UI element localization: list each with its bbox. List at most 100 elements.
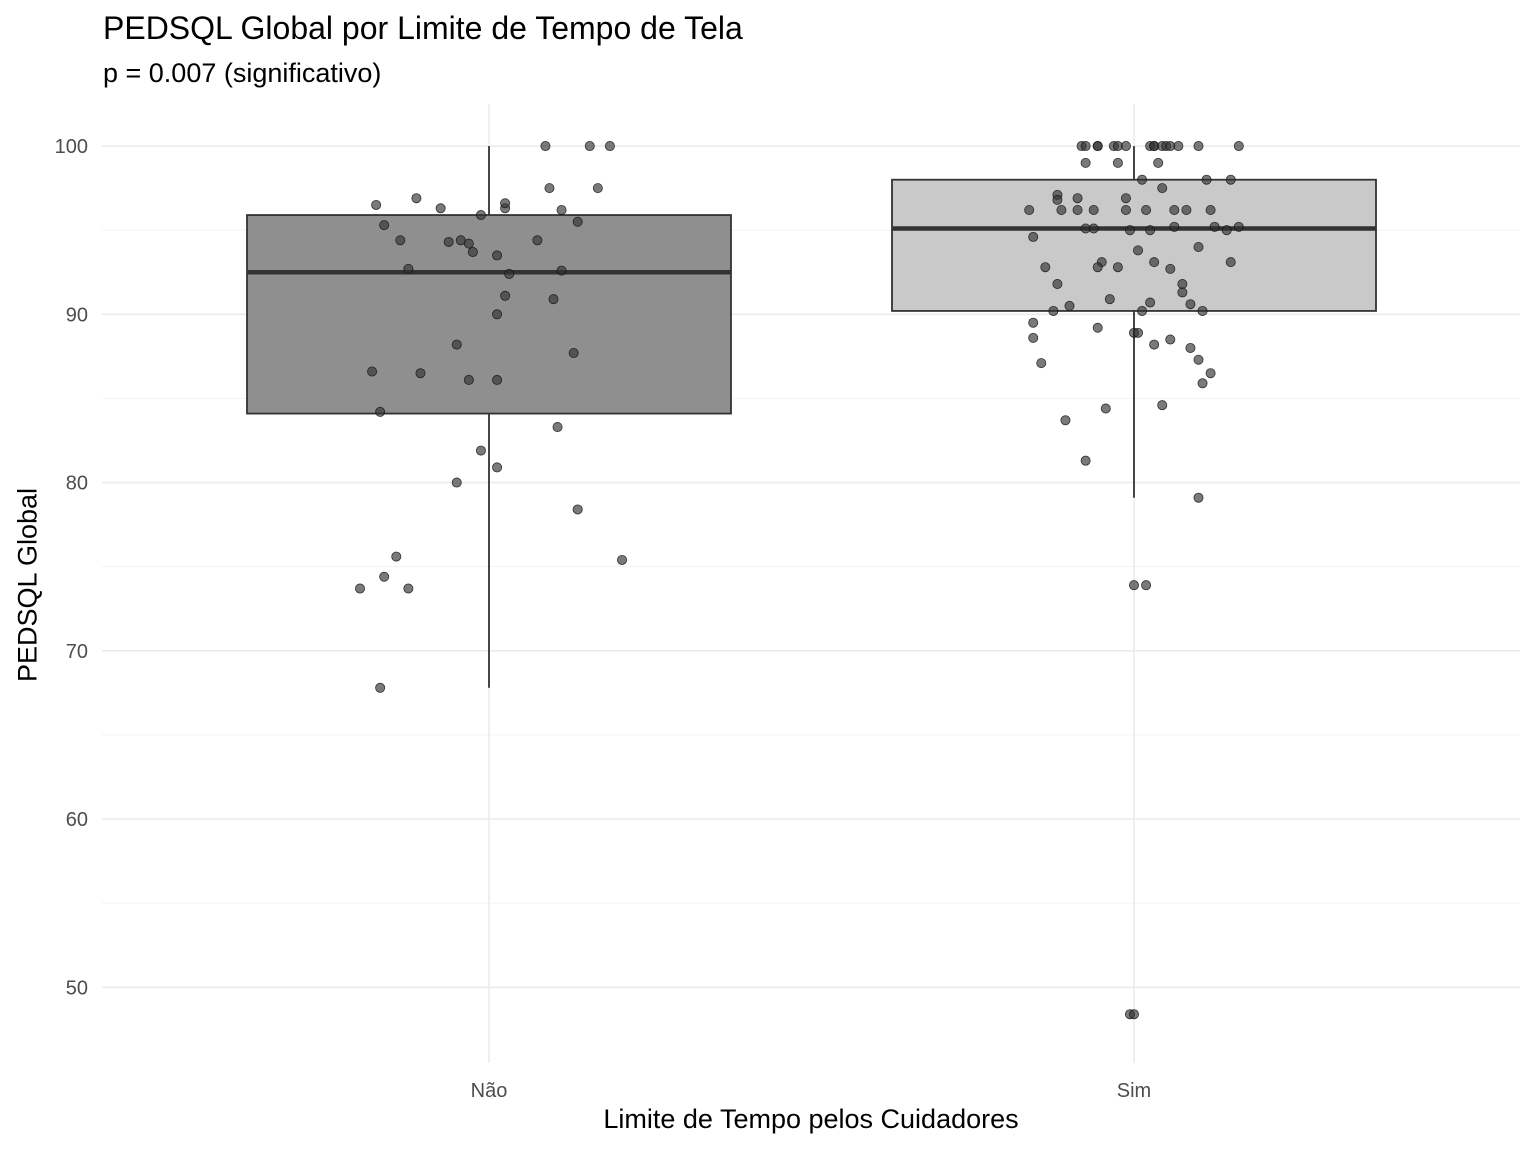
x-tick-label: Não (471, 1080, 508, 1102)
data-point (1185, 299, 1196, 310)
data-point (1197, 378, 1208, 389)
data-point (548, 294, 559, 305)
data-point (556, 265, 567, 276)
data-point (1193, 492, 1204, 503)
y-axis-ticks: 50 60 70 80 90 100 (55, 136, 88, 999)
boxes (246, 178, 1377, 415)
data-point (467, 247, 478, 258)
data-point (1064, 300, 1075, 311)
x-axis-ticks: Não Sim (471, 1080, 1152, 1102)
data-point (1056, 204, 1067, 215)
data-point (379, 571, 390, 582)
data-point (1165, 334, 1176, 345)
data-point (451, 477, 462, 488)
y-tick-label: 90 (66, 304, 88, 326)
data-point (1149, 339, 1160, 350)
data-point (1145, 297, 1156, 308)
data-point (592, 183, 603, 194)
y-tick-label: 70 (66, 641, 88, 663)
chart-subtitle: p = 0.007 (significativo) (103, 58, 382, 88)
data-point (367, 366, 378, 377)
data-point (354, 583, 365, 594)
data-point (1124, 225, 1135, 236)
data-point (1100, 403, 1111, 414)
data-point (1080, 141, 1091, 152)
data-point (556, 204, 567, 215)
data-point (540, 141, 551, 152)
data-point (1036, 358, 1047, 369)
data-point (411, 193, 422, 204)
data-point (371, 199, 382, 210)
y-tick-label: 60 (66, 809, 88, 831)
data-point (1133, 245, 1144, 256)
data-point (492, 309, 503, 320)
data-point (403, 263, 414, 274)
data-point (572, 216, 583, 227)
chart-title: PEDSQL Global por Limite de Tempo de Tel… (103, 10, 743, 46)
data-point (1060, 415, 1071, 426)
data-point (475, 210, 486, 221)
data-point (1157, 183, 1168, 194)
data-point (1145, 225, 1156, 236)
data-point (1040, 262, 1051, 273)
data-point (604, 141, 615, 152)
data-point (1157, 400, 1168, 411)
data-point (552, 422, 563, 433)
jitter-points (354, 141, 1244, 1020)
data-point (1193, 354, 1204, 365)
data-point (584, 141, 595, 152)
data-point (1104, 294, 1115, 305)
data-point (379, 220, 390, 231)
data-point (1141, 580, 1152, 591)
data-point (451, 339, 462, 350)
data-point (1137, 174, 1148, 185)
data-point (403, 583, 414, 594)
data-point (1149, 257, 1160, 268)
data-point (1120, 204, 1131, 215)
data-point (1092, 322, 1103, 333)
data-point (1169, 221, 1180, 232)
data-point (1028, 332, 1039, 343)
box-nao (246, 214, 732, 415)
data-point (1092, 141, 1103, 152)
data-point (1169, 204, 1180, 215)
data-point (1193, 141, 1204, 152)
data-point (375, 406, 386, 417)
data-point (1233, 221, 1244, 232)
data-point (617, 554, 628, 565)
data-point (435, 203, 446, 214)
data-point (1092, 262, 1103, 273)
data-point (1177, 287, 1188, 298)
data-point (1052, 194, 1063, 205)
data-point (1173, 141, 1184, 152)
data-point (1141, 204, 1152, 215)
data-point (568, 348, 579, 359)
data-point (492, 462, 503, 473)
data-point (1177, 279, 1188, 290)
data-point (1088, 223, 1099, 234)
data-point (1165, 263, 1176, 274)
data-point (463, 374, 474, 385)
whiskers (488, 146, 1135, 688)
data-point (1120, 141, 1131, 152)
data-point (1120, 193, 1131, 204)
data-point (1112, 262, 1123, 273)
data-point (1080, 455, 1091, 466)
data-point (1185, 342, 1196, 353)
data-point (1028, 317, 1039, 328)
data-point (375, 682, 386, 693)
data-point (1205, 368, 1216, 379)
y-tick-label: 80 (66, 473, 88, 495)
data-point (1072, 204, 1083, 215)
data-point (1201, 174, 1212, 185)
data-point (572, 504, 583, 515)
data-point (1153, 157, 1164, 168)
data-point (395, 235, 406, 246)
data-point (415, 368, 426, 379)
data-point (492, 374, 503, 385)
data-point (1181, 204, 1192, 215)
data-point (443, 236, 454, 247)
data-point (475, 445, 486, 456)
data-point (1209, 221, 1220, 232)
